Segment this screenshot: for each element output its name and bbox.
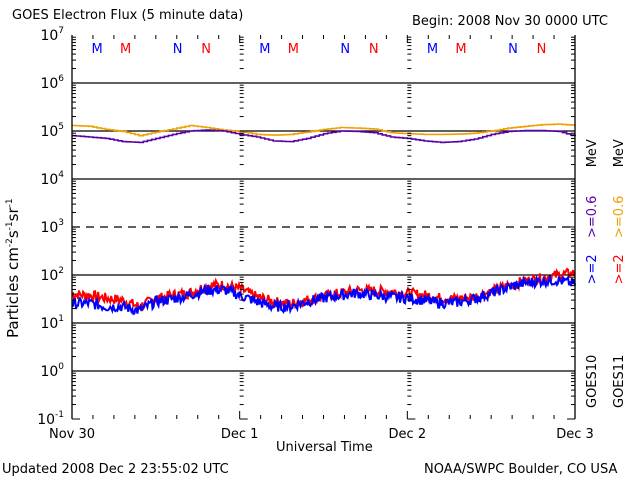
y-tick-label: 101 (40, 314, 64, 332)
y-tick-base: 10 (40, 220, 58, 236)
series-line-1 (72, 129, 576, 144)
goes11-unit-label: MeV (612, 139, 627, 168)
y-tick-base: 10 (40, 268, 58, 284)
y-tick-base: 10 (40, 316, 58, 332)
y-tick-label: 107 (40, 26, 64, 44)
goes11-satellite-label: GOES11 (612, 354, 627, 408)
marker-M: M (92, 42, 103, 57)
axis-layer (71, 35, 576, 420)
x-axis-label: Universal Time (276, 440, 373, 455)
marker-M: M (455, 42, 466, 57)
marker-M: M (120, 42, 131, 57)
series-line-0 (72, 123, 576, 137)
y-tick-label: 10-1 (37, 410, 64, 428)
series-layer (71, 123, 576, 316)
y-tick-label: 104 (40, 170, 64, 188)
y-tick-base: 10 (40, 172, 58, 188)
x-tick-label: Dec 1 (221, 427, 259, 442)
goes10-ch1-label: >=2 (585, 254, 600, 285)
marker-N: N (201, 42, 211, 57)
y-tick-label: 103 (40, 218, 64, 236)
goes10-legend: GOES10 >=2 >=0.6 MeV (585, 139, 600, 408)
updated-timestamp: Updated 2008 Dec 2 23:55:02 UTC (2, 462, 229, 477)
chart-title: GOES Electron Flux (5 minute data) (12, 8, 244, 23)
goes11-ch1-label: >=2 (612, 254, 627, 285)
y-tick-base: 10 (40, 364, 58, 380)
grid-layer (72, 82, 575, 372)
x-tick-label: Dec 2 (389, 427, 427, 442)
marker-N: N (508, 42, 518, 57)
y-tick-label: 106 (40, 74, 64, 92)
marker-N: N (537, 42, 547, 57)
y-tick-exp: 0 (58, 362, 64, 372)
y-tick-base: 10 (40, 28, 58, 44)
series-line-3 (71, 274, 576, 316)
y-tick-base: 10 (40, 76, 58, 92)
goes11-ch2-label: >=0.6 (612, 195, 627, 239)
y-tick-exp: 3 (58, 218, 64, 228)
y-tick-base: 10 (40, 124, 58, 140)
y-tick-exp: 5 (58, 122, 64, 132)
y-tick-label: 100 (40, 362, 64, 380)
marker-M: M (259, 42, 270, 57)
marker-M: M (288, 42, 299, 57)
y-tick-exp: 4 (58, 170, 64, 180)
x-tick-label: Dec 3 (556, 427, 594, 442)
y-tick-exp: 6 (58, 74, 64, 84)
credit-text: NOAA/SWPC Boulder, CO USA (424, 462, 618, 477)
begin-time: Begin: 2008 Nov 30 0000 UTC (412, 14, 608, 29)
y-tick-label: 105 (40, 122, 64, 140)
y-axis-label-text: Particles cm-2s-1sr-1 (4, 198, 22, 338)
goes11-legend: GOES11 >=2 >=0.6 MeV (612, 139, 627, 408)
y-tick-base: 10 (37, 412, 55, 428)
goes10-satellite-label: GOES10 (585, 354, 600, 408)
marker-N: N (369, 42, 379, 57)
marker-M: M (427, 42, 438, 57)
marker-N: N (340, 42, 350, 57)
goes10-ch2-label: >=0.6 (585, 195, 600, 239)
goes10-unit-label: MeV (585, 139, 600, 168)
y-tick-exp: 1 (58, 314, 64, 324)
y-axis-label: Particles cm-2s-1sr-1 (4, 198, 22, 338)
y-tick-exp: -1 (55, 410, 64, 420)
x-tick-label: Nov 30 (49, 427, 95, 442)
y-tick-label: 102 (40, 266, 64, 284)
y-tick-exp: 2 (58, 266, 64, 276)
marker-N: N (173, 42, 183, 57)
y-tick-exp: 7 (58, 26, 64, 36)
